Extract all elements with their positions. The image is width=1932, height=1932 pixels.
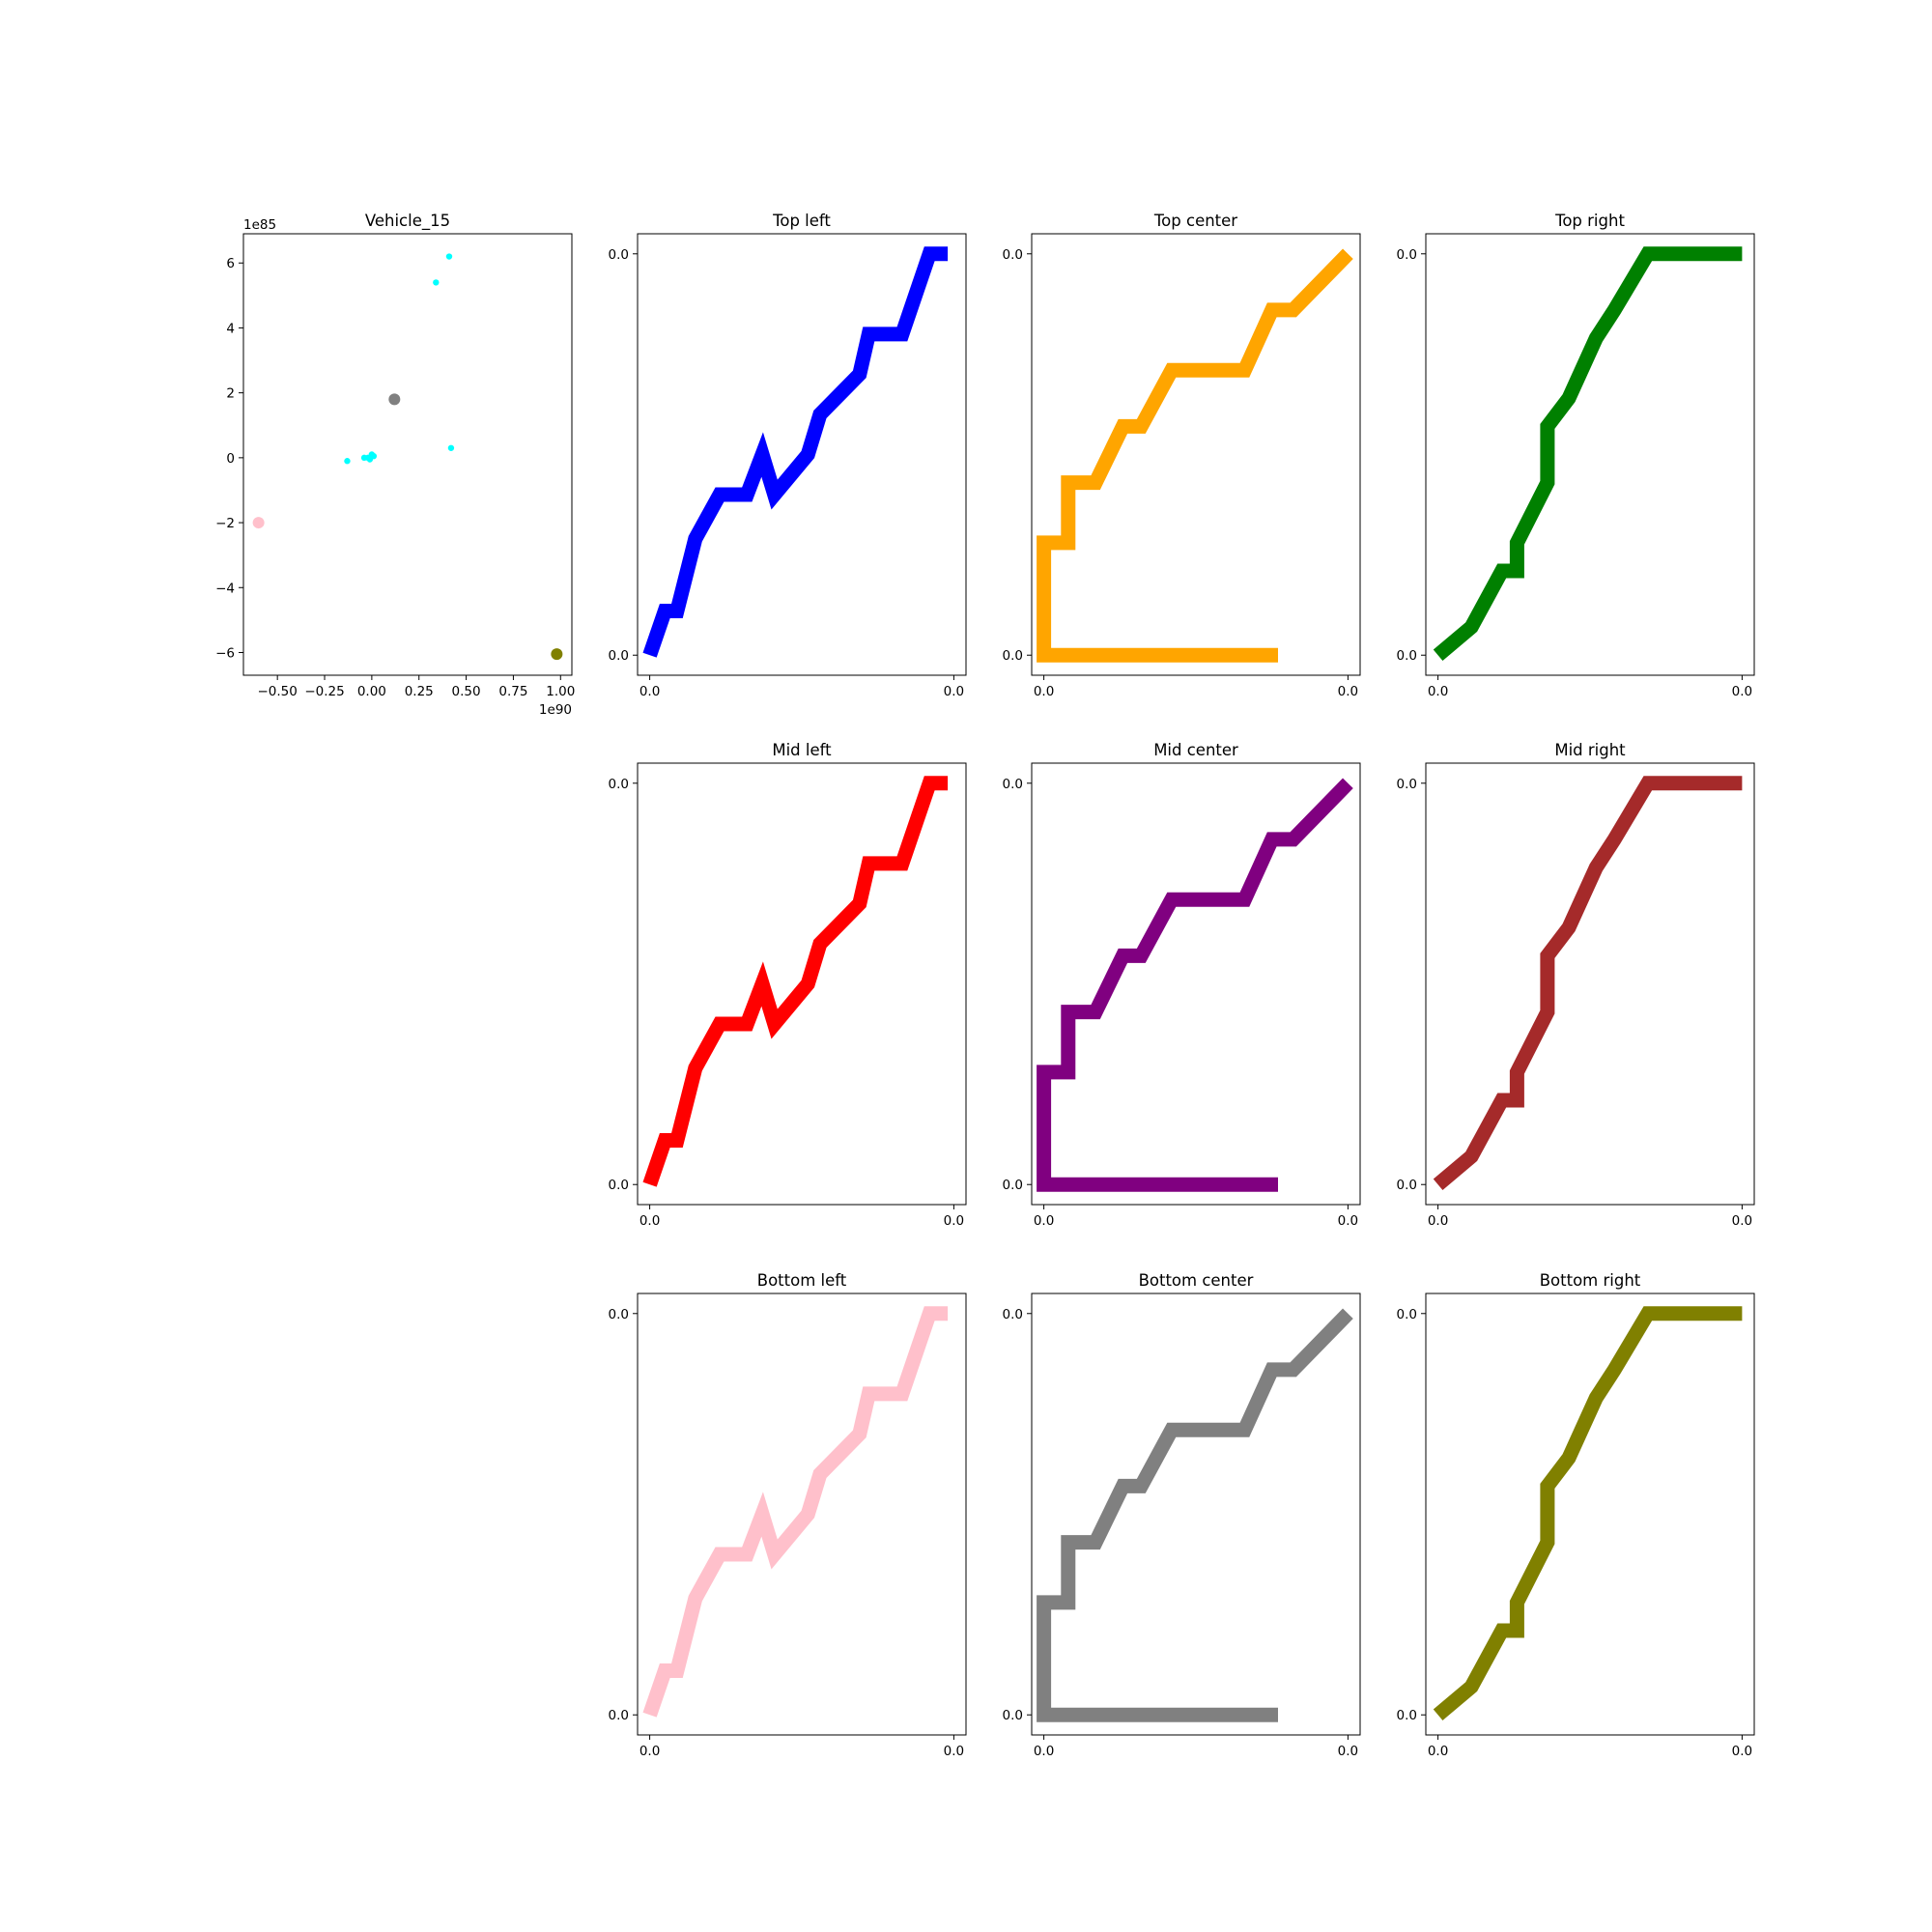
x-tick-label: 0.0: [1338, 684, 1358, 699]
x-tick-label: 0.00: [357, 684, 386, 699]
y-tick-label: 0.0: [609, 247, 629, 263]
scatter-point: [551, 648, 562, 660]
x-tick-label: 0.0: [1732, 1213, 1752, 1229]
y-tick-label: 0.0: [1397, 247, 1417, 263]
y-tick-label: 0.0: [1397, 648, 1417, 664]
scatter-point: [344, 458, 350, 464]
y-tick-label: 0.0: [609, 1178, 629, 1193]
subplot-title: Vehicle_15: [365, 212, 450, 231]
y-tick-label: 4: [226, 321, 235, 336]
x-offset-label: 1e90: [539, 702, 572, 718]
scatter-point: [253, 517, 265, 528]
y-tick-label: −4: [215, 581, 235, 596]
scatter-point: [433, 279, 439, 285]
scatter-point: [448, 445, 454, 451]
subplot-title: Top center: [1153, 212, 1237, 230]
y-tick-label: 0.0: [1397, 1307, 1417, 1322]
y-tick-label: 0.0: [1003, 1178, 1023, 1193]
y-tick-label: 0.0: [609, 648, 629, 664]
y-tick-label: 2: [226, 386, 235, 402]
x-tick-label: 1.00: [546, 684, 575, 699]
x-tick-label: 0.0: [944, 684, 964, 699]
subplot-title: Mid center: [1153, 741, 1238, 759]
subplot-title: Mid left: [772, 741, 832, 759]
subplot-title: Top left: [772, 212, 831, 230]
y-tick-label: 0.0: [1397, 1708, 1417, 1723]
y-tick-label: 0.0: [1003, 247, 1023, 263]
y-tick-label: −6: [215, 645, 235, 661]
y-offset-label: 1e85: [243, 217, 276, 233]
x-tick-label: 0.0: [1338, 1744, 1358, 1759]
x-tick-label: 0.0: [1732, 1744, 1752, 1759]
y-tick-label: 0.0: [1003, 648, 1023, 664]
x-tick-label: 0.0: [1034, 684, 1054, 699]
x-tick-label: 0.0: [1428, 1744, 1448, 1759]
scatter-point: [371, 453, 377, 459]
x-tick-label: 0.0: [639, 684, 660, 699]
x-tick-label: 0.0: [944, 1744, 964, 1759]
y-tick-label: 0: [226, 451, 235, 467]
scatter-point: [388, 393, 400, 405]
x-tick-label: 0.0: [944, 1213, 964, 1229]
y-tick-label: 0.0: [1397, 777, 1417, 792]
x-tick-label: 0.0: [1428, 1213, 1448, 1229]
x-tick-label: 0.0: [1428, 684, 1448, 699]
y-tick-label: −2: [215, 516, 235, 531]
x-tick-label: −0.50: [257, 684, 297, 699]
scatter-point: [365, 455, 371, 461]
x-tick-label: 0.0: [1034, 1213, 1054, 1229]
subplot-title: Bottom left: [757, 1271, 847, 1290]
x-tick-label: 0.25: [405, 684, 434, 699]
y-tick-label: 0.0: [609, 1708, 629, 1723]
x-tick-label: 0.0: [1732, 684, 1752, 699]
x-tick-label: 0.0: [639, 1213, 660, 1229]
x-tick-label: 0.50: [452, 684, 481, 699]
subplot-title: Top right: [1554, 212, 1625, 230]
y-tick-label: 0.0: [1003, 1307, 1023, 1322]
x-tick-label: 0.0: [639, 1744, 660, 1759]
y-tick-label: 6: [226, 256, 235, 271]
y-tick-label: 0.0: [1397, 1178, 1417, 1193]
y-tick-label: 0.0: [1003, 1708, 1023, 1723]
y-tick-label: 0.0: [1003, 777, 1023, 792]
x-tick-label: −0.25: [304, 684, 344, 699]
y-tick-label: 0.0: [609, 1307, 629, 1322]
x-tick-label: 0.0: [1338, 1213, 1358, 1229]
x-tick-label: 0.0: [1034, 1744, 1054, 1759]
y-tick-label: 0.0: [609, 777, 629, 792]
x-tick-label: 0.75: [498, 684, 527, 699]
scatter-point: [446, 253, 452, 259]
subplot-title: Bottom center: [1139, 1271, 1254, 1290]
subplot-title: Bottom right: [1540, 1271, 1641, 1290]
subplot-title: Mid right: [1554, 741, 1626, 759]
